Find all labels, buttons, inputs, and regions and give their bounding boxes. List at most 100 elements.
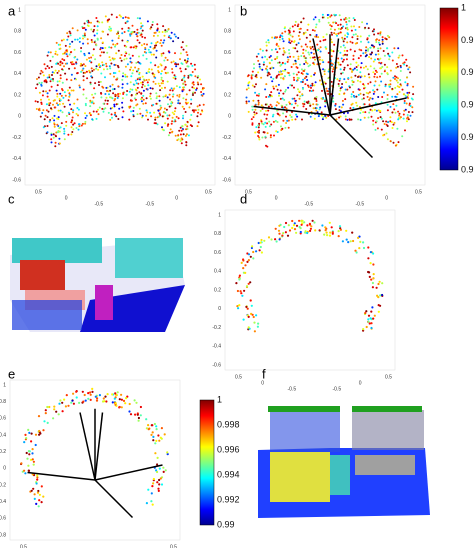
point: [54, 141, 57, 144]
point: [120, 15, 122, 18]
point: [72, 63, 75, 66]
point: [367, 73, 370, 76]
point: [396, 127, 399, 130]
point: [272, 67, 275, 69]
point: [92, 30, 95, 33]
point: [55, 410, 58, 413]
point: [63, 138, 66, 141]
point: [411, 111, 414, 114]
point: [362, 66, 365, 69]
point: [349, 40, 352, 43]
point: [243, 289, 246, 292]
point: [157, 69, 160, 72]
point: [69, 34, 72, 37]
point: [194, 75, 197, 78]
point: [276, 88, 279, 91]
point: [78, 123, 80, 126]
point: [371, 51, 373, 54]
point: [91, 387, 94, 390]
point: [371, 97, 374, 100]
point: [49, 102, 52, 105]
point: [310, 75, 313, 78]
point: [48, 89, 51, 92]
point: [403, 100, 406, 102]
point: [160, 44, 163, 47]
point: [136, 413, 139, 416]
point: [191, 125, 193, 128]
point: [313, 221, 316, 224]
point: [371, 281, 374, 285]
point: [289, 34, 292, 37]
panel-label: a: [8, 3, 16, 18]
point: [311, 45, 314, 48]
point: [154, 76, 157, 79]
point: [187, 101, 189, 104]
point: [39, 72, 42, 75]
point: [304, 31, 307, 34]
point: [352, 106, 355, 109]
point: [163, 39, 166, 42]
point: [128, 53, 131, 56]
point: [251, 123, 254, 126]
point: [399, 116, 402, 119]
point: [312, 52, 315, 55]
point: [254, 131, 257, 134]
point: [127, 17, 130, 20]
point: [274, 119, 277, 122]
point: [328, 221, 331, 224]
point: [327, 61, 330, 64]
point: [150, 53, 153, 56]
point: [129, 34, 132, 37]
point: [196, 105, 199, 108]
point: [70, 108, 73, 111]
point: [52, 103, 54, 106]
point: [90, 75, 93, 78]
point: [140, 92, 143, 95]
vector: [329, 114, 374, 159]
point: [89, 105, 92, 108]
y-tick-label: -0.6: [222, 177, 231, 183]
point: [245, 100, 248, 103]
z-tick-label: 0: [175, 195, 178, 201]
point: [375, 120, 378, 123]
point: [359, 76, 362, 79]
point: [271, 36, 274, 39]
point: [282, 47, 285, 50]
point: [75, 61, 78, 64]
point: [303, 63, 306, 65]
point: [150, 68, 153, 71]
point: [170, 104, 173, 107]
point: [172, 87, 175, 90]
point: [373, 75, 376, 78]
point: [140, 44, 143, 47]
point: [95, 399, 99, 402]
point: [338, 79, 341, 82]
point: [100, 72, 103, 75]
point: [59, 43, 62, 46]
point: [50, 133, 53, 136]
point: [297, 58, 300, 60]
point: [149, 87, 152, 90]
point: [147, 424, 150, 427]
point: [83, 22, 86, 25]
point: [154, 118, 157, 121]
point: [355, 251, 358, 254]
point: [343, 92, 346, 95]
point: [271, 80, 274, 83]
point: [371, 306, 374, 309]
point: [138, 91, 141, 94]
point: [337, 83, 340, 85]
point: [247, 110, 250, 113]
point: [384, 85, 387, 88]
point: [407, 94, 410, 96]
point: [182, 86, 185, 89]
point: [309, 40, 312, 43]
point: [274, 48, 277, 51]
y-tick-label: 0.2: [0, 449, 6, 455]
point: [322, 39, 325, 42]
point: [312, 89, 315, 92]
point: [351, 83, 354, 86]
point: [147, 70, 150, 73]
point: [177, 138, 180, 141]
point: [284, 30, 287, 33]
